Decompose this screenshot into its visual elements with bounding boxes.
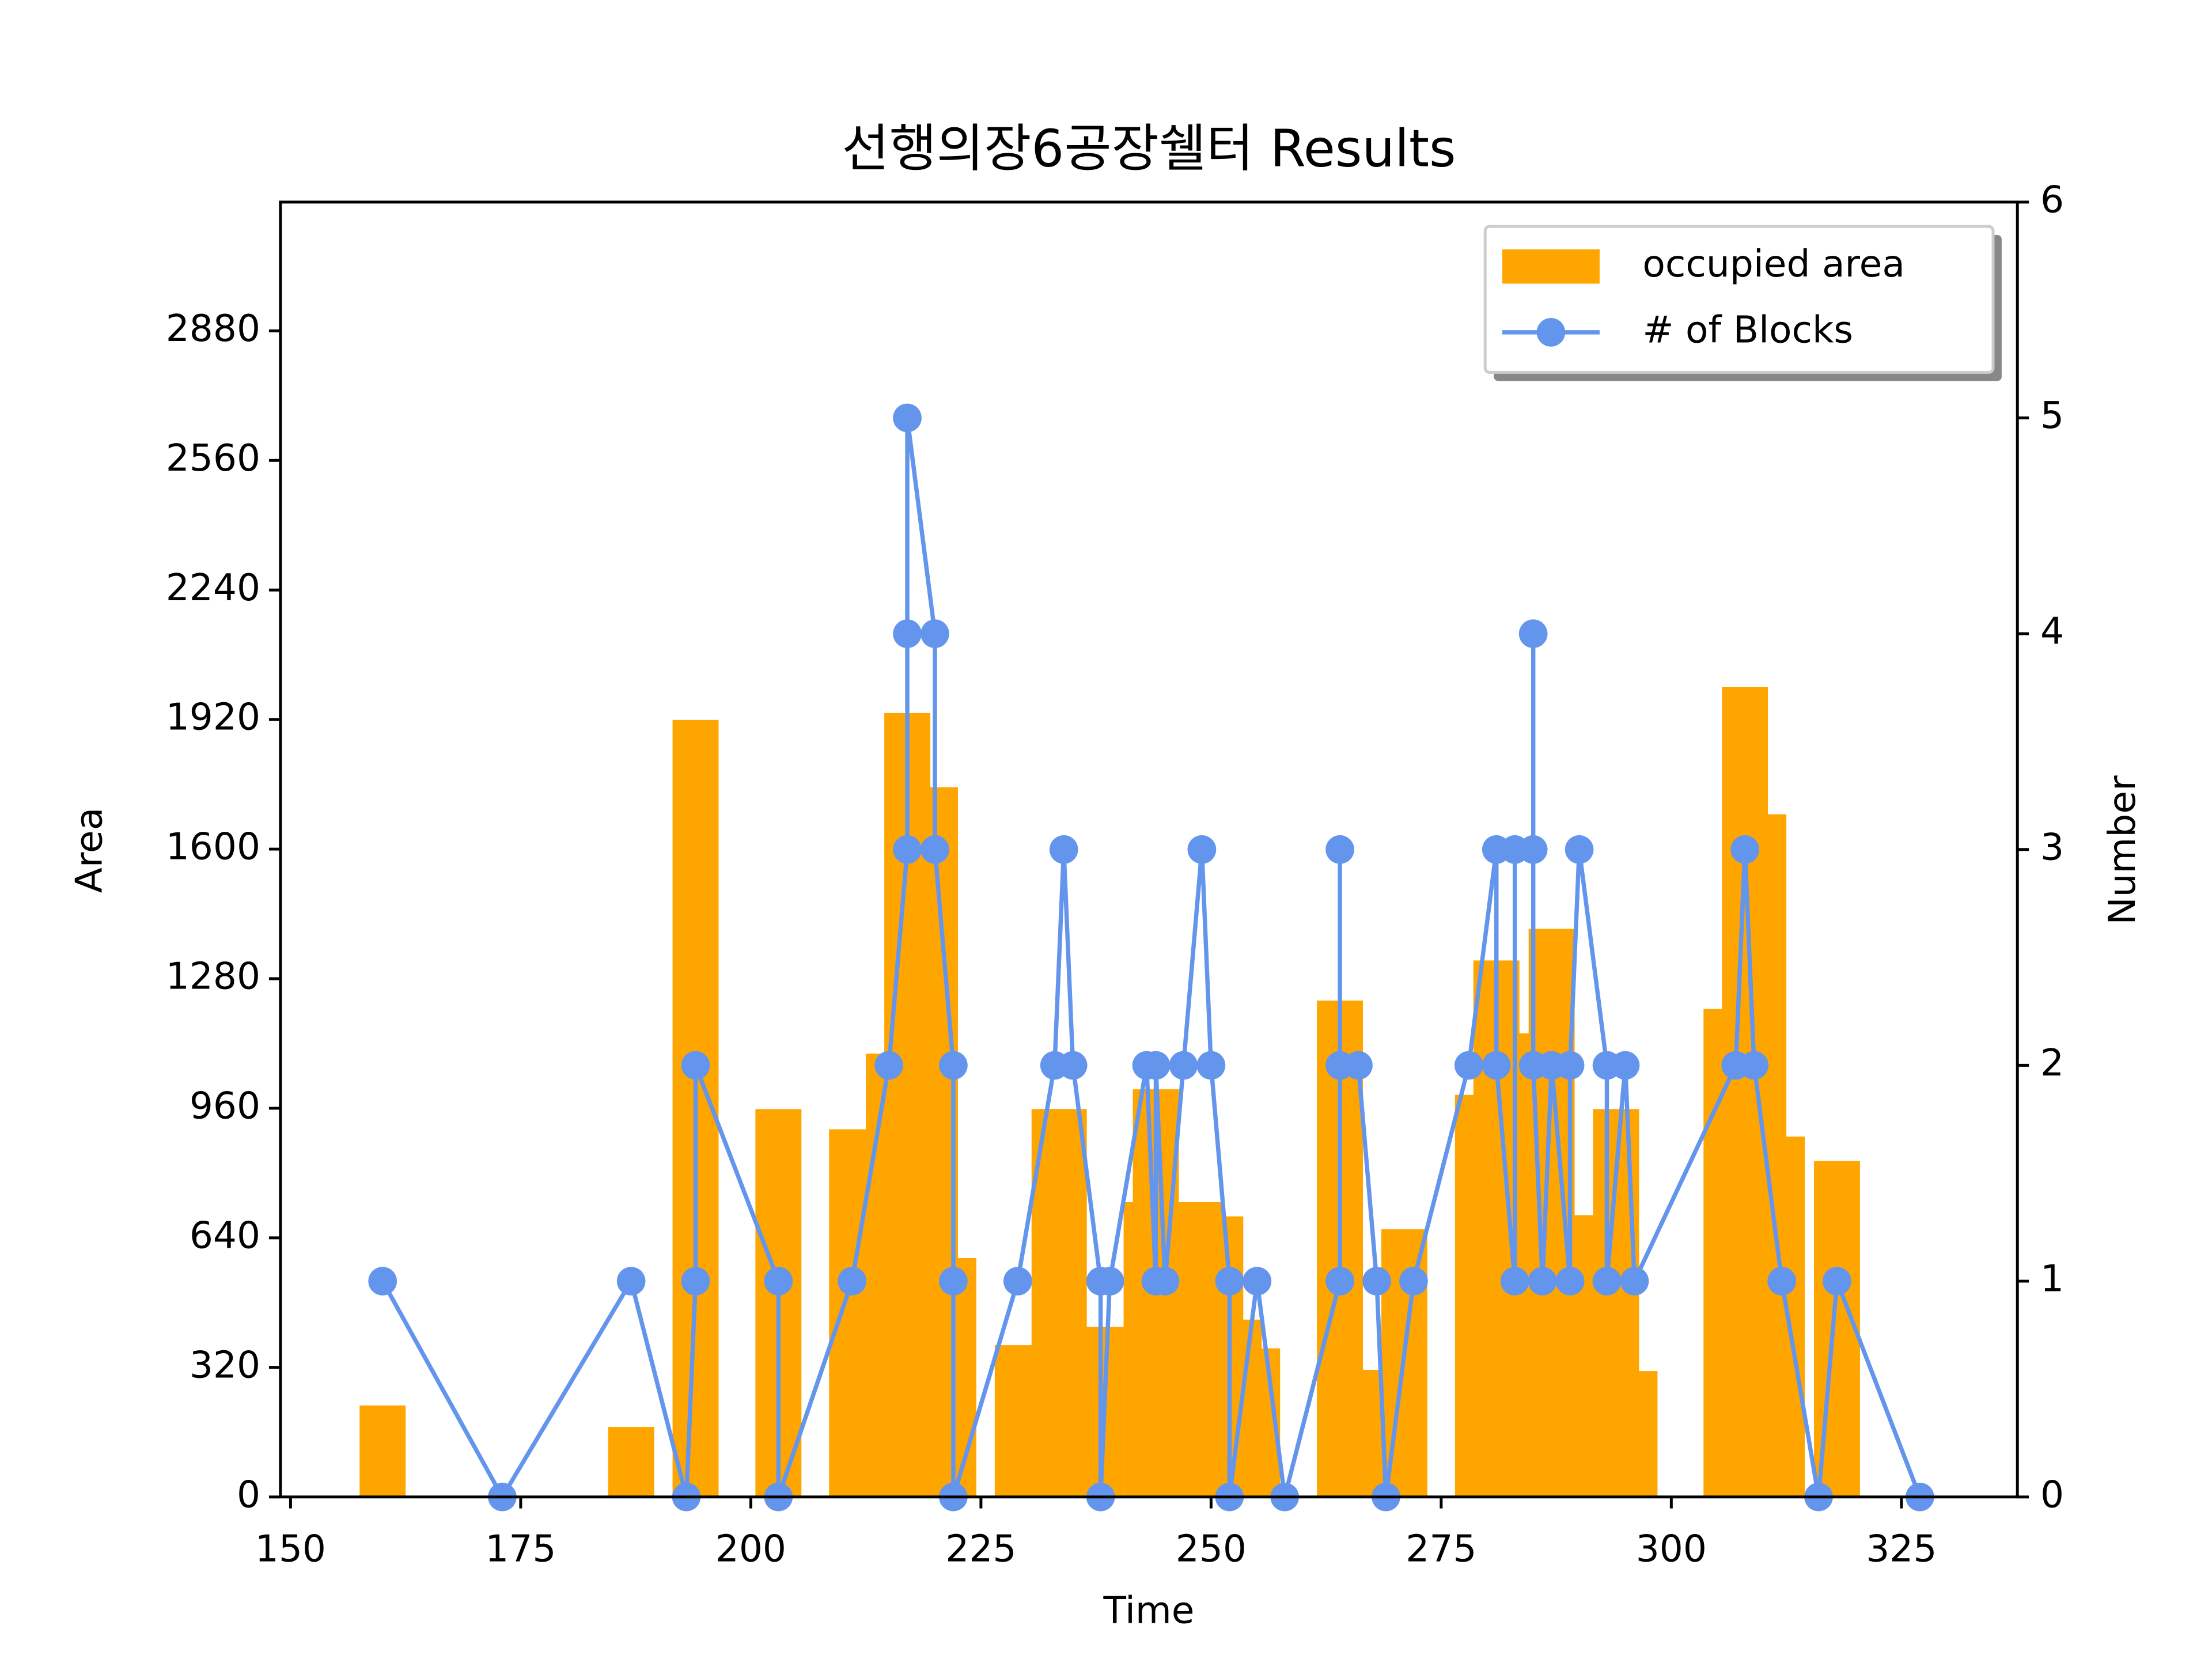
marker <box>939 1051 968 1080</box>
marker <box>1150 1267 1180 1296</box>
marker <box>939 1267 968 1296</box>
legend-label: occupied area <box>1642 243 1905 286</box>
marker <box>893 403 922 433</box>
y2-tick-label: 5 <box>2040 394 2064 437</box>
marker <box>893 835 922 864</box>
marker <box>1215 1267 1244 1296</box>
marker <box>1454 1051 1483 1080</box>
y-tick-label: 960 <box>190 1085 260 1128</box>
marker <box>874 1051 903 1080</box>
marker <box>1620 1267 1649 1296</box>
y-tick-label: 640 <box>190 1214 260 1257</box>
marker <box>1482 1051 1511 1080</box>
x-axis-label: Time <box>1103 1589 1195 1632</box>
marker <box>764 1267 793 1296</box>
y-axis-label: Area <box>68 808 111 893</box>
y-tick-label: 2560 <box>166 437 260 480</box>
marker <box>1243 1267 1272 1296</box>
y2-tick-label: 3 <box>2040 825 2064 869</box>
y2-tick-label: 6 <box>2040 178 2064 221</box>
marker <box>681 1051 710 1080</box>
y-tick-label: 0 <box>237 1473 260 1516</box>
bar <box>1611 1371 1658 1497</box>
marker <box>1362 1267 1391 1296</box>
marker <box>1058 1051 1088 1080</box>
legend-marker <box>1536 318 1566 347</box>
x-tick-label: 200 <box>715 1528 786 1571</box>
marker <box>1325 835 1354 864</box>
marker <box>1500 1267 1529 1296</box>
legend-swatch <box>1502 249 1600 284</box>
marker <box>368 1267 397 1296</box>
y-tick-label: 2880 <box>166 307 260 350</box>
y2-tick-label: 1 <box>2040 1257 2064 1301</box>
marker <box>1141 1051 1171 1080</box>
y-tick-label: 320 <box>190 1343 260 1387</box>
marker <box>1730 835 1760 864</box>
bar <box>608 1427 654 1497</box>
marker <box>838 1267 867 1296</box>
marker <box>1095 1267 1124 1296</box>
marker <box>1555 1051 1585 1080</box>
legend-label: # of Blocks <box>1642 308 1853 351</box>
x-tick-label: 225 <box>945 1528 1016 1571</box>
marker <box>1003 1267 1032 1296</box>
marker <box>1196 1051 1226 1080</box>
marker <box>1555 1267 1585 1296</box>
y2-tick-label: 0 <box>2040 1473 2064 1516</box>
bar <box>1234 1348 1281 1497</box>
marker <box>1049 835 1078 864</box>
marker <box>1592 1267 1622 1296</box>
chart-title: 선행의장6공장쉘터 Results <box>842 119 1456 179</box>
marker <box>1518 835 1548 864</box>
marker <box>1565 835 1594 864</box>
marker <box>1325 1267 1354 1296</box>
marker <box>1399 1267 1428 1296</box>
y-tick-label: 1280 <box>166 955 260 998</box>
bar <box>359 1405 406 1497</box>
marker <box>1767 1267 1796 1296</box>
marker <box>1528 1267 1557 1296</box>
marker <box>893 619 922 648</box>
bar <box>1759 1137 1805 1497</box>
y2-tick-label: 2 <box>2040 1041 2064 1085</box>
y-tick-label: 1600 <box>166 825 260 869</box>
marker <box>616 1267 646 1296</box>
marker <box>1187 835 1217 864</box>
x-tick-label: 250 <box>1176 1528 1247 1571</box>
marker <box>921 835 949 864</box>
marker <box>1611 1051 1640 1080</box>
y2-axis-label: Number <box>2101 775 2144 925</box>
y-tick-label: 1920 <box>166 696 260 739</box>
marker <box>1740 1051 1769 1080</box>
marker <box>1169 1051 1198 1080</box>
bar <box>1335 1369 1382 1497</box>
y2-tick-label: 4 <box>2040 610 2064 653</box>
marker <box>1344 1051 1373 1080</box>
marker <box>921 619 949 648</box>
x-tick-label: 175 <box>485 1528 556 1571</box>
x-tick-label: 300 <box>1636 1528 1707 1571</box>
marker <box>681 1267 710 1296</box>
y-tick-label: 2240 <box>166 566 260 609</box>
x-tick-label: 325 <box>1866 1528 1937 1571</box>
x-tick-label: 150 <box>255 1528 326 1571</box>
x-tick-label: 275 <box>1406 1528 1476 1571</box>
marker <box>1518 619 1548 648</box>
legend <box>1483 225 1995 374</box>
marker <box>1823 1267 1851 1296</box>
